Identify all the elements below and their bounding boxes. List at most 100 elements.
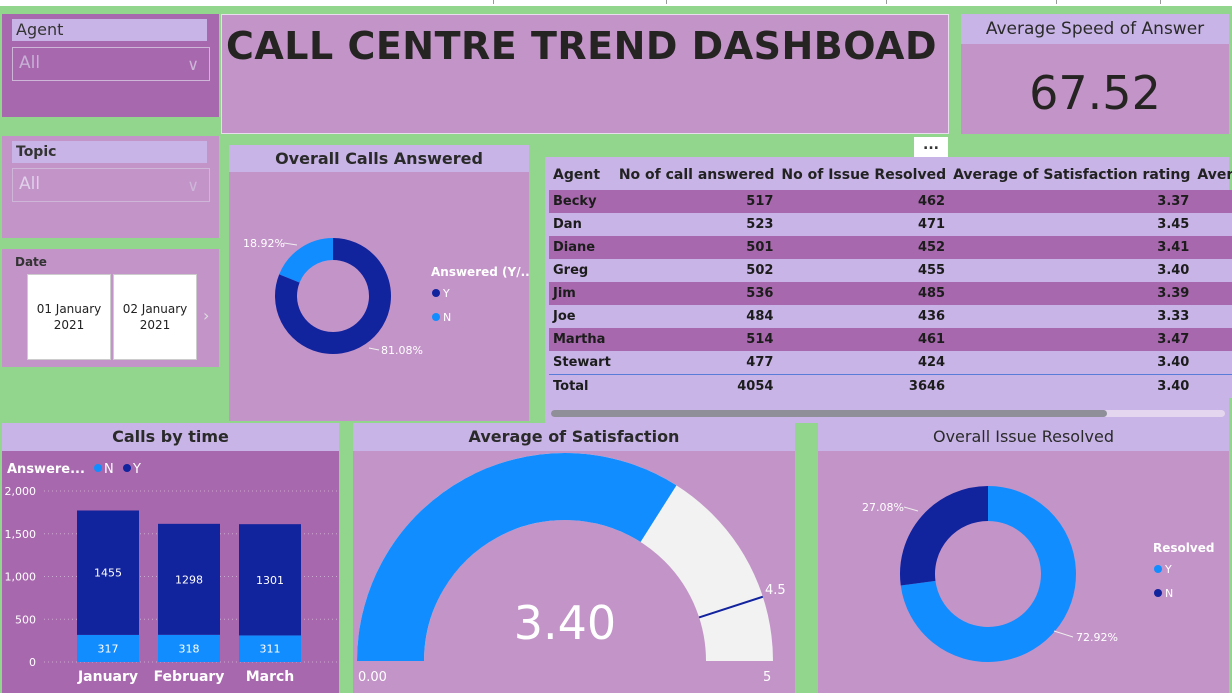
cell-resolved: 452	[777, 236, 950, 259]
donut-slice-y[interactable]	[272, 235, 394, 357]
cell-agent: Jim	[549, 282, 615, 305]
satisfaction-title: Average of Satisfaction	[353, 423, 795, 451]
bar-data-label: 318	[179, 642, 200, 655]
legend-n-label: N	[104, 462, 114, 477]
bar-data-label: 1301	[256, 574, 284, 587]
cell-agent: Stewart	[549, 351, 615, 375]
bar-n-march[interactable]	[239, 635, 301, 662]
table-row[interactable]: Joe 484 436 3.33	[549, 305, 1232, 328]
table-row[interactable]: Diane 501 452 3.41	[549, 236, 1232, 259]
bar-n-february[interactable]	[158, 634, 220, 662]
calls-answered-donut-chart: 18.92% 81.08% Answered (Y/... Y N	[243, 235, 529, 357]
legend-n-marker	[1154, 589, 1162, 597]
topic-dropdown-value: All	[19, 174, 41, 194]
y-tick-label: 1,000	[5, 571, 37, 584]
legend-y-marker	[432, 289, 440, 297]
divider	[493, 0, 494, 4]
more-options-button[interactable]: ...	[914, 137, 948, 159]
legend-title: Answered (Y/...	[431, 265, 529, 279]
bar-y-february[interactable]	[158, 523, 220, 635]
chevron-right-icon[interactable]: ›	[203, 306, 210, 325]
donut-slice-n[interactable]	[279, 238, 334, 289]
gauge-value: 3.40	[514, 596, 616, 650]
col-issues-resolved[interactable]: No of Issue Resolved	[781, 167, 947, 183]
chevron-down-icon[interactable]: ∨	[187, 176, 199, 195]
col-agent[interactable]: Agent	[553, 167, 601, 183]
issue-resolved-title: Overall Issue Resolved	[818, 423, 1229, 451]
cell-agent: Martha	[549, 328, 615, 351]
legend-n-marker	[432, 313, 440, 321]
gauge-min: 0.00	[358, 670, 387, 685]
cell-agent: Greg	[549, 259, 615, 282]
table-row[interactable]: Becky 517 462 3.37	[549, 190, 1232, 213]
divider	[666, 0, 667, 4]
cell-extra	[1193, 328, 1232, 351]
table-row[interactable]: Greg 502 455 3.40	[549, 259, 1232, 282]
topic-dropdown[interactable]: All ∨	[12, 168, 210, 202]
satisfaction-gauge: 3.40 0.00 5 4.5	[357, 453, 786, 685]
table-scrollbar-thumb[interactable]	[551, 410, 1107, 417]
title-banner	[221, 14, 949, 134]
label-n-pct: 18.92%	[243, 237, 285, 250]
cell-satisfaction: 3.45	[949, 213, 1194, 236]
divider	[886, 0, 887, 4]
cell-extra	[1193, 374, 1232, 398]
y-tick-label: 1,500	[5, 528, 37, 541]
legend-y-label: Y	[132, 462, 141, 477]
cell-calls: 536	[614, 282, 778, 305]
issue-resolved-donut-chart: 27.08% 72.92% Resolved Y N	[862, 486, 1214, 662]
gauge-max: 5	[763, 670, 771, 685]
legend-y-label: Y	[442, 287, 450, 300]
cell-satisfaction: 3.39	[949, 282, 1194, 305]
start-date-box[interactable]: 01 January 2021	[27, 274, 111, 360]
bar-y-march[interactable]	[239, 524, 301, 636]
leader-line	[368, 347, 380, 351]
agent-dropdown[interactable]: All ∨	[12, 47, 210, 81]
col-satisfaction[interactable]: Average of Satisfaction rating	[953, 167, 1191, 183]
gauge-target-label: 4.5	[765, 583, 786, 598]
col-average[interactable]: Average of	[1197, 167, 1232, 183]
cell-satisfaction: 3.47	[949, 328, 1194, 351]
cell-agent: Becky	[549, 190, 615, 213]
label-n-pct: 27.08%	[862, 501, 904, 514]
cell-extra	[1193, 351, 1232, 375]
cell-resolved: 424	[777, 351, 950, 375]
cell-calls: 502	[614, 259, 778, 282]
agent-table: Agent No of call answered No of Issue Re…	[549, 160, 1232, 398]
cell-calls: 477	[614, 351, 778, 375]
legend-n-label: N	[443, 311, 451, 324]
table-row[interactable]: Stewart 477 424 3.40	[549, 351, 1232, 375]
table-row[interactable]: Dan 523 471 3.45	[549, 213, 1232, 236]
cell-resolved: 471	[777, 213, 950, 236]
y-tick-label: 0	[29, 656, 36, 669]
bar-y-january[interactable]	[77, 510, 139, 635]
cell-extra	[1193, 282, 1232, 305]
table-row[interactable]: Martha 514 461 3.47	[549, 328, 1232, 351]
date-slicer-label: Date	[15, 255, 47, 269]
cell-satisfaction: 3.40	[949, 351, 1194, 375]
agent-slicer-label: Agent	[12, 19, 207, 41]
table-row[interactable]: Jim 536 485 3.39	[549, 282, 1232, 305]
end-date-box[interactable]: 02 January 2021	[113, 274, 197, 360]
donut-slice-y[interactable]	[900, 486, 1076, 662]
total-resolved: 3646	[777, 374, 950, 398]
donut-slice-n[interactable]	[900, 486, 989, 586]
cell-extra	[1193, 213, 1232, 236]
cell-agent: Joe	[549, 305, 615, 328]
x-tick-label: March	[246, 669, 295, 685]
calls-answered-title: Overall Calls Answered	[229, 145, 529, 172]
col-calls-answered[interactable]: No of call answered	[618, 167, 775, 183]
legend-y-label: Y	[1164, 563, 1172, 576]
chevron-down-icon[interactable]: ∨	[187, 55, 199, 74]
cell-satisfaction: 3.33	[949, 305, 1194, 328]
cell-agent: Diane	[549, 236, 615, 259]
label-y-pct: 81.08%	[381, 344, 423, 357]
gauge-target-line	[698, 595, 764, 619]
topic-slicer-label: Topic	[12, 141, 207, 163]
bar-n-january[interactable]	[77, 634, 139, 662]
cell-resolved: 461	[777, 328, 950, 351]
table-header-row: Agent No of call answered No of Issue Re…	[549, 160, 1232, 190]
cell-satisfaction: 3.40	[949, 259, 1194, 282]
cell-extra	[1193, 190, 1232, 213]
cell-resolved: 436	[777, 305, 950, 328]
